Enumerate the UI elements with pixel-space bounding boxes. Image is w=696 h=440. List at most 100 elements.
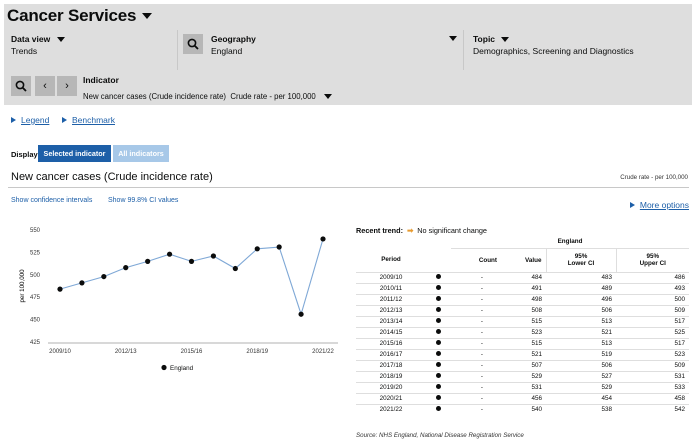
chevron-down-icon: [449, 36, 457, 41]
period-cell: 2010/11: [356, 282, 426, 294]
upper-ci-cell: 531: [616, 370, 689, 382]
col-header: [426, 248, 451, 272]
y-tick-label: 475: [30, 295, 41, 301]
count-cell: -: [451, 403, 501, 415]
lower-ci-cell: 527: [546, 370, 616, 382]
period-cell: 2020/21: [356, 392, 426, 404]
chevron-down-icon: [56, 37, 65, 43]
upper-ci-cell: 525: [616, 326, 689, 338]
data-table: England Period Count Value 95% Lower CI …: [356, 236, 689, 415]
y-axis-label: per 100,000: [19, 269, 26, 303]
chevron-down-icon: [501, 37, 510, 43]
circle-marker-icon: [436, 296, 441, 301]
y-tick-label: 500: [30, 273, 41, 279]
x-tick-label: 2021/22: [312, 349, 334, 355]
upper-ci-cell: 517: [616, 315, 689, 327]
y-tick-label: 425: [30, 340, 41, 346]
benchmark-link[interactable]: Benchmark: [62, 115, 115, 125]
lower-ci-cell: 489: [546, 282, 616, 294]
data-point[interactable]: [210, 253, 217, 259]
data-point[interactable]: [101, 273, 107, 280]
marker-cell: [426, 381, 451, 393]
caret-right-icon: [11, 116, 16, 123]
table-row: 2011/12 -498 496 500: [356, 293, 689, 305]
lower-ci-cell: 513: [546, 315, 616, 327]
data-view-selector[interactable]: Data view Trends: [4, 30, 178, 70]
upper-ci-cell: 509: [616, 359, 689, 371]
col-header: Period: [381, 256, 401, 264]
x-tick-label: 2018/19: [246, 349, 268, 355]
previous-indicator-button[interactable]: ‹: [35, 76, 55, 96]
app-title: Cancer Services: [7, 6, 137, 25]
show-ci-link[interactable]: Show confidence intervals: [11, 197, 93, 204]
value-cell: 491: [501, 282, 546, 294]
data-point[interactable]: [79, 280, 85, 286]
data-point[interactable]: [145, 258, 151, 264]
y-tick-label: 525: [30, 250, 41, 256]
value-cell: 515: [501, 337, 546, 349]
period-cell: 2021/22: [356, 403, 426, 415]
indicator-selector[interactable]: New cancer cases (Crude incidence rate) …: [83, 92, 332, 101]
data-point[interactable]: [57, 286, 63, 292]
table-row: 2018/19 -529 527 531: [356, 370, 689, 382]
value-cell: 507: [501, 359, 546, 371]
marker-cell: [426, 304, 451, 316]
value-cell: 523: [501, 326, 546, 338]
search-icon[interactable]: [183, 34, 203, 54]
panel-title: New cancer cases (Crude incidence rate): [11, 171, 213, 183]
x-tick-label: 2009/10: [49, 349, 71, 355]
table-row: 2021/22 -540 538 542: [356, 403, 689, 415]
count-cell: -: [451, 315, 501, 327]
data-point[interactable]: [254, 246, 260, 252]
count-cell: -: [451, 348, 501, 360]
all-indicators-button[interactable]: All indicators: [113, 145, 169, 162]
count-cell: -: [451, 337, 501, 349]
count-cell: -: [451, 282, 501, 294]
marker-cell: [426, 370, 451, 382]
period-cell: 2011/12: [356, 293, 426, 305]
data-view-value: Trends: [11, 46, 38, 56]
marker-cell: [426, 337, 451, 349]
geography-selector[interactable]: Geography England: [178, 30, 464, 70]
data-point[interactable]: [298, 311, 304, 317]
marker-cell: [426, 282, 451, 294]
topic-selector[interactable]: Topic Demographics, Screening and Diagno…: [464, 30, 692, 70]
indicator-search-button[interactable]: [11, 76, 31, 96]
show-998-ci-link[interactable]: Show 99.8% CI values: [108, 197, 179, 204]
data-point[interactable]: [232, 265, 238, 272]
table-row: 2020/21 -456 454 458: [356, 392, 689, 404]
geography-label: Geography: [211, 34, 256, 44]
data-point[interactable]: [188, 258, 195, 264]
series-line-england: [59, 238, 324, 317]
app-title-dropdown[interactable]: Cancer Services: [7, 6, 153, 26]
next-indicator-button[interactable]: ›: [57, 76, 77, 96]
topic-value: Demographics, Screening and Diagnostics: [473, 46, 634, 56]
period-cell: 2017/18: [356, 359, 426, 371]
lower-ci-cell: 513: [546, 337, 616, 349]
data-point[interactable]: [166, 251, 173, 257]
lower-ci-cell: 519: [546, 348, 616, 360]
circle-marker-icon: [436, 285, 441, 290]
period-cell: 2015/16: [356, 337, 426, 349]
y-tick-label: 450: [30, 318, 41, 324]
data-point[interactable]: [320, 236, 326, 242]
data-point[interactable]: [276, 244, 282, 250]
chevron-left-icon: ‹: [43, 80, 47, 92]
legend-link[interactable]: Legend: [11, 115, 49, 125]
selected-indicator-button[interactable]: Selected indicator: [38, 145, 111, 162]
upper-ci-cell: 523: [616, 348, 689, 360]
more-options-link[interactable]: More options: [629, 200, 689, 210]
value-cell: 484: [501, 271, 546, 283]
count-cell: -: [451, 370, 501, 382]
upper-ci-cell: 458: [616, 392, 689, 404]
table-row: 2014/15 -523 521 525: [356, 326, 689, 338]
circle-marker-icon: [436, 373, 441, 378]
data-point[interactable]: [123, 265, 129, 271]
legend-link-label: Legend: [21, 115, 50, 125]
display-label: Display: [11, 150, 38, 159]
divider: [8, 187, 689, 188]
count-cell: -: [451, 381, 501, 393]
lower-ci-cell: 454: [546, 392, 616, 404]
table-row: 2012/13 -508 506 509: [356, 304, 689, 316]
period-cell: 2014/15: [356, 326, 426, 338]
